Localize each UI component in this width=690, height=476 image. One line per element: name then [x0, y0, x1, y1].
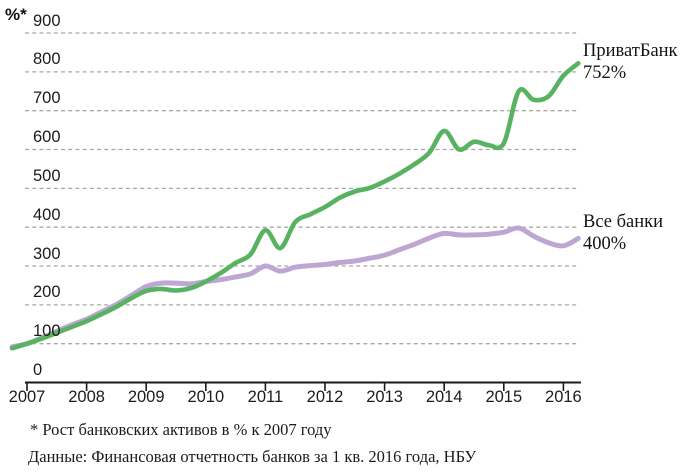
y-tick-label-400: 400: [33, 205, 61, 224]
x-tick-label-2015: 2015: [485, 388, 523, 406]
y-axis-unit-label: %*: [5, 5, 27, 24]
y-tick-label-600: 600: [33, 128, 61, 147]
x-tick-label-2016: 2016: [545, 388, 582, 406]
x-tick-label-2010: 2010: [187, 388, 225, 406]
x-tick-label-2012: 2012: [306, 388, 344, 406]
privatbank-series-label: ПриватБанк 752%: [583, 41, 678, 85]
privatbank-line: [9, 61, 581, 351]
all-banks-series-name: Все банки: [583, 212, 664, 232]
y-tick-label-800: 800: [33, 50, 61, 69]
y-tick-label-700: 700: [33, 89, 61, 108]
x-tick-label-2009: 2009: [127, 388, 165, 406]
y-tick-label-200: 200: [33, 283, 61, 302]
all-banks-line: [9, 225, 581, 350]
y-tick-label-300: 300: [33, 244, 61, 263]
all-banks-series-label: Все банки 400%: [583, 212, 663, 256]
x-tick-label-2014: 2014: [425, 388, 463, 406]
x-tick-label-2008: 2008: [68, 388, 105, 406]
y-tick-label-900: 900: [33, 11, 61, 30]
y-tick-label-500: 500: [33, 166, 61, 185]
privatbank-series-name: ПриватБанк: [583, 41, 678, 61]
x-tick-label-2007: 2007: [8, 388, 46, 406]
x-tick-label-2013: 2013: [366, 388, 403, 406]
y-tick-label-0: 0: [33, 361, 43, 379]
footnote-data-source: Данные: Финансовая отчетность банков за …: [28, 447, 477, 466]
all-banks-series-value: 400%: [583, 233, 627, 254]
y-tick-label-100: 100: [33, 322, 61, 341]
x-tick-label-2011: 2011: [247, 388, 284, 406]
footnote-growth-definition: * Рост банковских активов в % к 2007 год…: [30, 420, 332, 439]
privatbank-series-value: 752%: [583, 62, 627, 83]
